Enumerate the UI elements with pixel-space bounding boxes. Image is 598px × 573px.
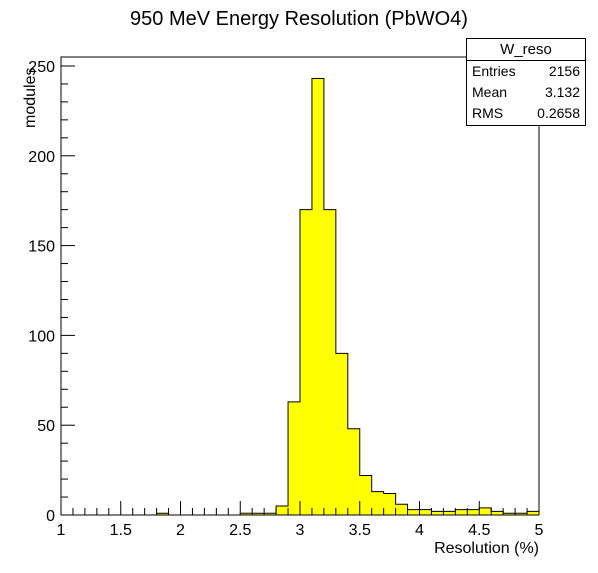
histogram-bin xyxy=(383,493,396,515)
histogram-bin xyxy=(311,78,324,515)
y-axis-ticks: 0 50 100 150 200 250 xyxy=(28,59,75,525)
x-tick-label: 2 xyxy=(176,522,185,539)
x-tick-label: 2.5 xyxy=(229,522,251,539)
y-tick-label: 200 xyxy=(28,149,55,166)
x-tick-label: 1 xyxy=(57,522,66,539)
histogram-bin xyxy=(395,504,408,515)
histogram-bin xyxy=(455,509,468,515)
stats-value: 0.2658 xyxy=(537,105,580,121)
histogram-bin xyxy=(491,511,504,515)
stats-row-rms: RMS 0.2658 xyxy=(467,103,585,124)
x-axis-ticks: 1 1.5 2 2.5 3 3.5 4 4.5 5 xyxy=(57,501,544,539)
stats-box: W_reso Entries 2156 Mean 3.132 RMS 0.265… xyxy=(466,38,586,126)
stats-value: 2156 xyxy=(548,63,580,79)
histogram-bin xyxy=(276,506,289,515)
y-tick-label: 150 xyxy=(28,239,55,256)
histogram-bin xyxy=(479,507,492,515)
x-tick-label: 5 xyxy=(535,522,544,539)
histogram-bin xyxy=(156,513,169,515)
histogram-bin xyxy=(467,509,480,515)
x-tick-label: 3.5 xyxy=(349,522,371,539)
y-tick-label: 100 xyxy=(28,328,55,345)
histogram-bin xyxy=(335,353,348,515)
y-tick-label: 0 xyxy=(46,508,55,525)
y-axis-label: modules xyxy=(22,68,39,128)
histogram-bin xyxy=(371,491,384,515)
stats-box-title: W_reso xyxy=(467,39,585,61)
histogram-bin xyxy=(252,513,265,515)
stats-label: Mean xyxy=(472,84,508,100)
stats-row-mean: Mean 3.132 xyxy=(467,82,585,103)
histogram-bin xyxy=(300,209,312,515)
histogram-bin xyxy=(503,513,516,515)
histogram-bin xyxy=(527,511,539,515)
histogram-bars xyxy=(61,78,540,516)
x-axis-label: Resolution (%) xyxy=(434,540,539,557)
histogram-bin xyxy=(240,513,253,515)
histogram-bin xyxy=(347,428,360,515)
y-tick-label: 50 xyxy=(37,418,55,435)
x-tick-label: 4.5 xyxy=(468,522,490,539)
histogram-bin xyxy=(323,209,336,515)
histogram-bin xyxy=(515,513,528,515)
x-tick-label: 3 xyxy=(296,522,305,539)
stats-row-entries: Entries 2156 xyxy=(467,61,585,82)
chart-title: 950 MeV Energy Resolution (PbWO4) xyxy=(130,8,468,30)
histogram-bin xyxy=(419,509,432,515)
histogram-bin xyxy=(443,511,456,515)
stats-label: Entries xyxy=(472,63,516,79)
y-tick-label: 250 xyxy=(28,59,55,76)
stats-value: 3.132 xyxy=(544,84,580,100)
x-tick-label: 4 xyxy=(415,522,424,539)
histogram-bin xyxy=(288,401,300,515)
histogram-bin xyxy=(359,475,372,515)
x-tick-label: 1.5 xyxy=(110,522,132,539)
stats-label: RMS xyxy=(472,105,504,121)
histogram-bin xyxy=(264,513,277,515)
histogram-bin xyxy=(431,511,444,515)
histogram-bin xyxy=(407,509,420,515)
